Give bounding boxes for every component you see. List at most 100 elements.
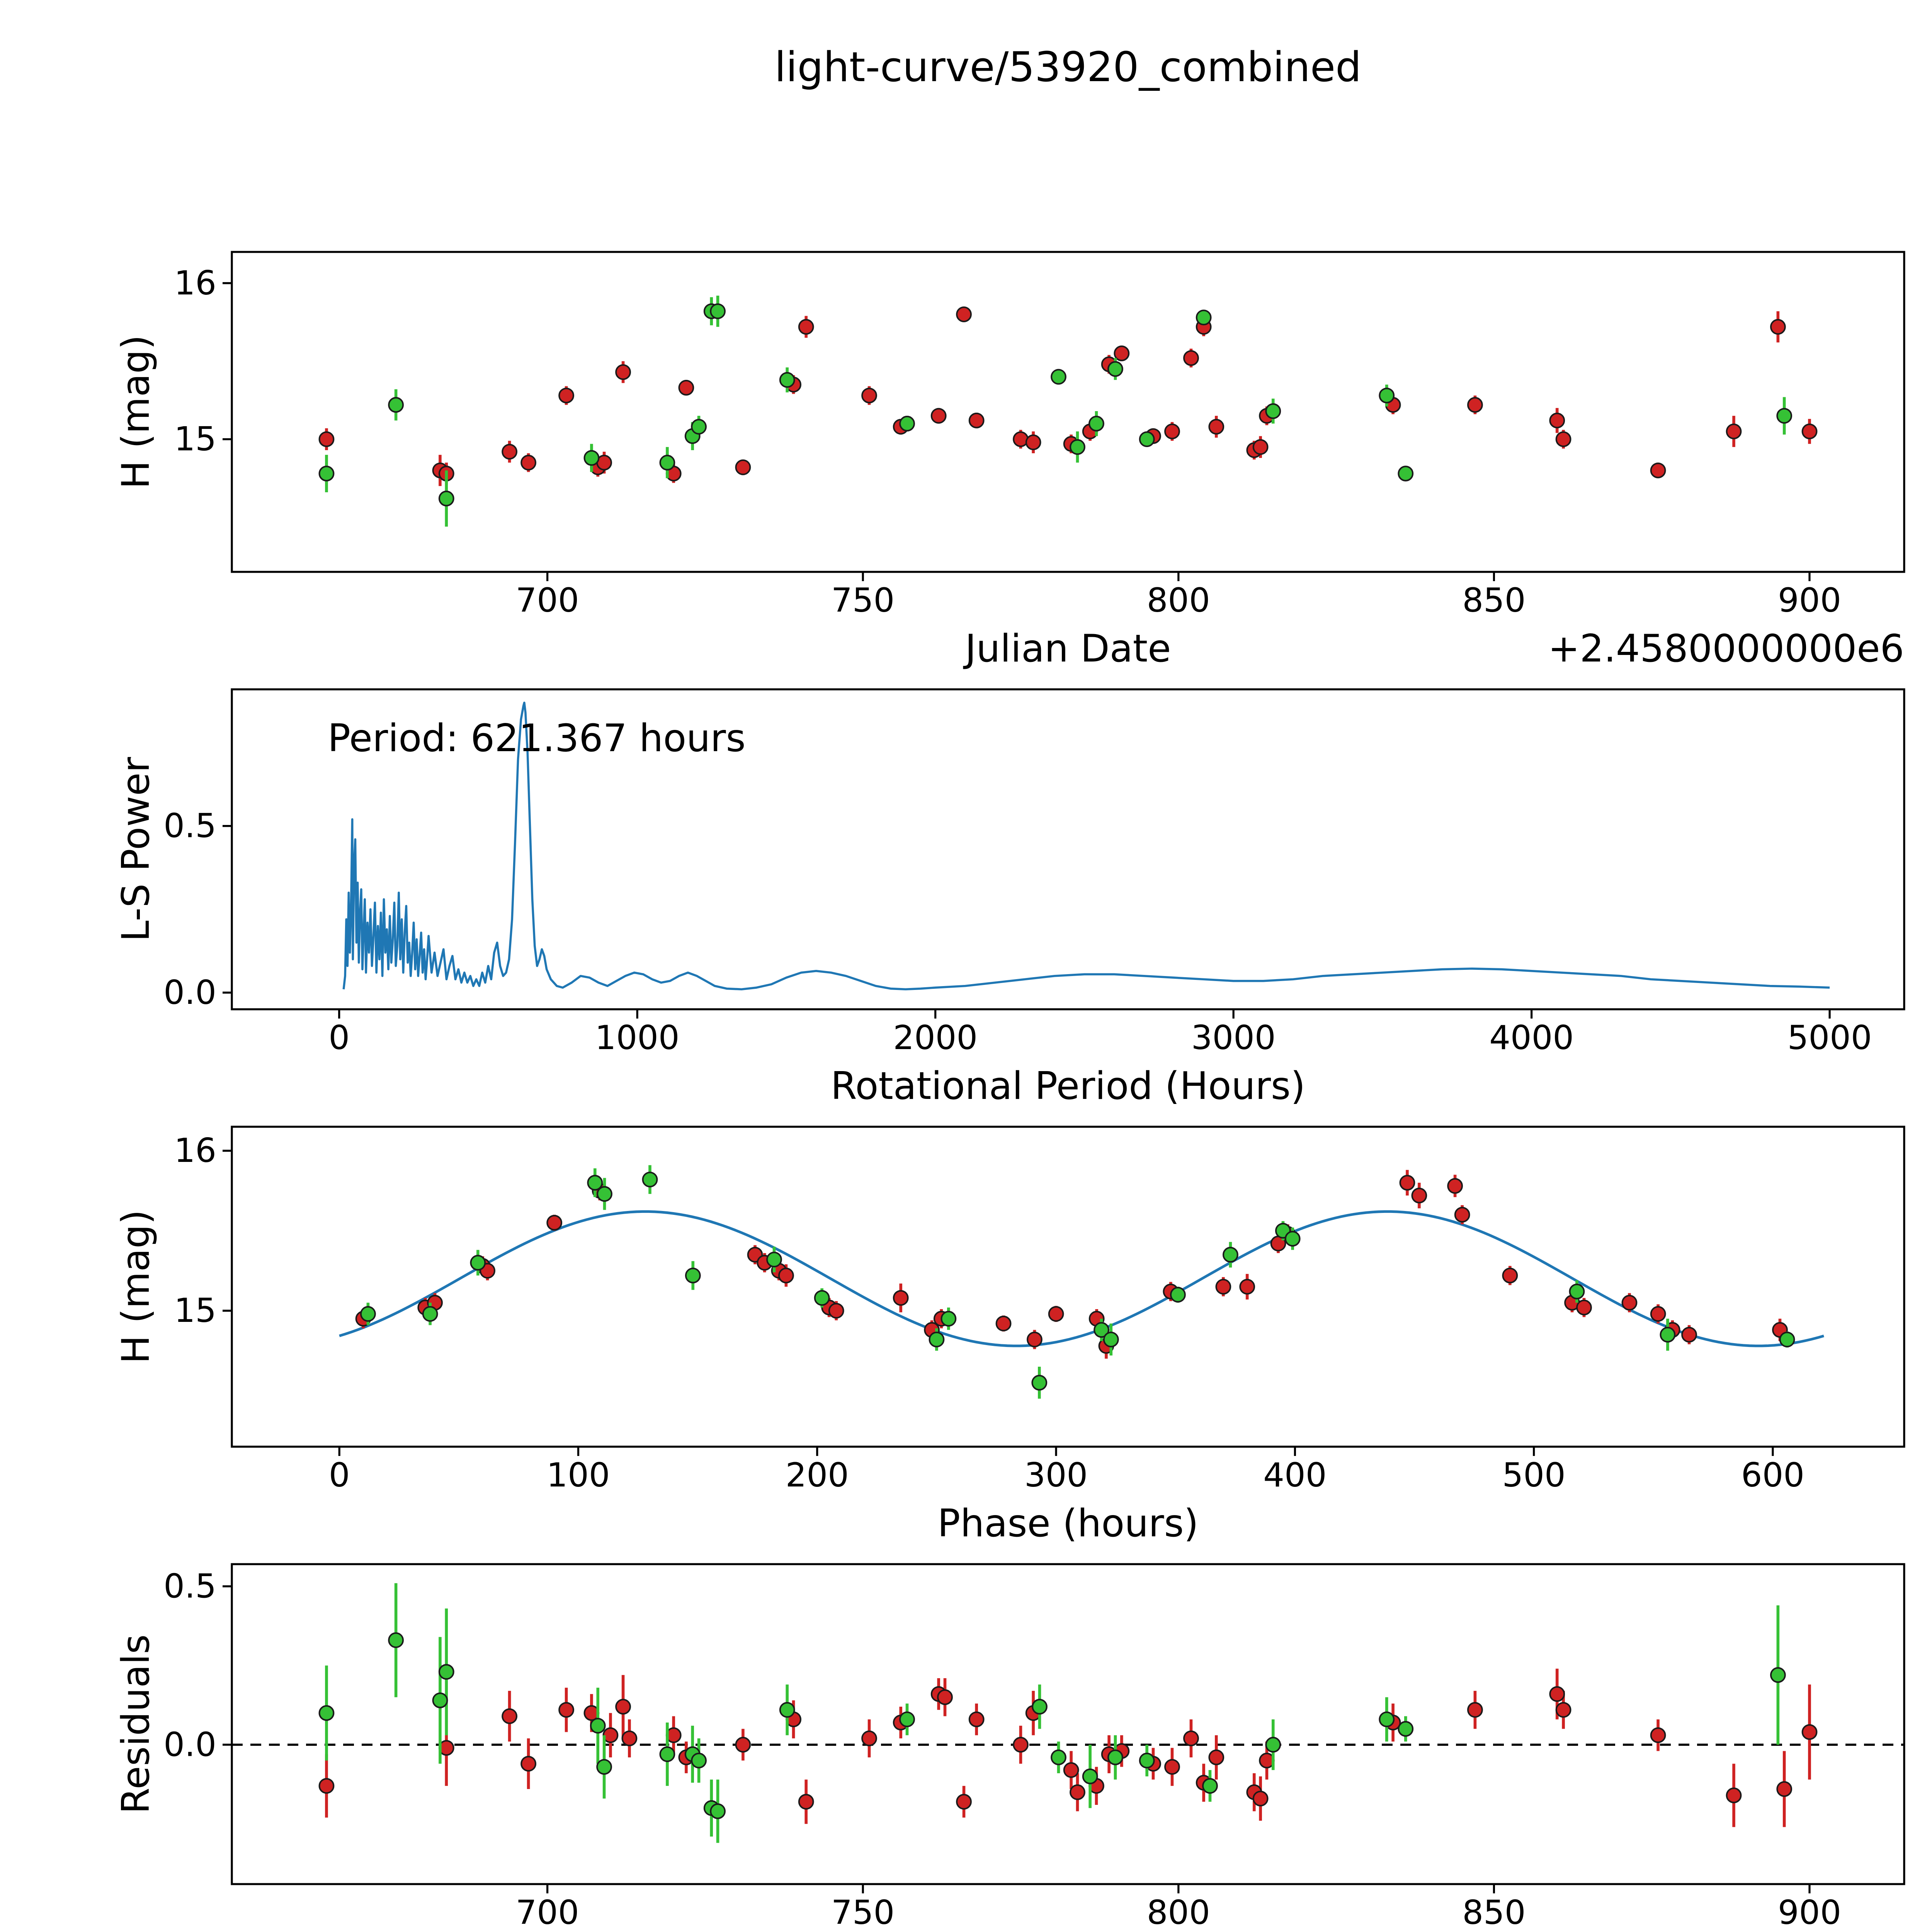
- data-point: [1051, 369, 1066, 385]
- axis-offset-text: +2.4580000000e6: [1548, 627, 1904, 671]
- data-point: [546, 1215, 563, 1231]
- data-point: [937, 1689, 953, 1705]
- y-tick-label: 0.5: [163, 807, 216, 845]
- data-point: [968, 412, 985, 429]
- data-point: [685, 1267, 701, 1284]
- data-point: [615, 1699, 631, 1715]
- data-point: [1164, 423, 1180, 439]
- data-point: [968, 1711, 985, 1728]
- data-point: [615, 364, 631, 380]
- x-tick-label: 700: [516, 581, 579, 620]
- x-tick-label: 850: [1462, 1893, 1526, 1932]
- data-point: [929, 1332, 945, 1348]
- data-point: [1776, 1781, 1793, 1797]
- x-tick-label: 200: [786, 1456, 849, 1495]
- data-point: [1801, 1724, 1818, 1740]
- data-point: [1063, 1762, 1079, 1778]
- x-tick-label: 3000: [1191, 1019, 1276, 1057]
- periodogram-panel: Period: 621.367 hours 0 1000 2000 3000 4000 50…: [114, 688, 1905, 1108]
- figure-title: light-curve/53920_combined: [774, 43, 1362, 91]
- data-point: [502, 444, 518, 460]
- x-tick-label: 800: [1147, 581, 1210, 620]
- data-point: [710, 303, 726, 319]
- y-axis-label: Residuals: [114, 1634, 158, 1814]
- data-point: [388, 397, 404, 413]
- red-errorbars: [362, 1170, 1782, 1359]
- data-point: [1265, 403, 1281, 419]
- x-tick-label: 2000: [893, 1019, 978, 1057]
- data-point: [1399, 1175, 1415, 1191]
- data-point: [642, 1172, 658, 1188]
- data-point: [1447, 1178, 1463, 1194]
- x-tick-label: 4000: [1489, 1019, 1574, 1057]
- red-points: [318, 306, 1818, 481]
- y-tick-label: 15: [174, 1291, 216, 1330]
- y-tick-label: 0.5: [163, 1567, 216, 1605]
- fit-curve: [339, 1210, 1824, 1347]
- y-tick-label: 16: [174, 1131, 216, 1170]
- data-point: [1107, 1749, 1123, 1765]
- data-point: [590, 1718, 606, 1734]
- data-point: [1398, 1721, 1414, 1737]
- data-point: [438, 1664, 454, 1680]
- data-point: [861, 388, 877, 403]
- data-point: [1032, 1699, 1048, 1715]
- data-point: [995, 1315, 1012, 1332]
- data-point: [1770, 319, 1786, 335]
- data-point: [597, 1186, 612, 1202]
- green-errorbars: [366, 1165, 1789, 1399]
- data-point: [1265, 1736, 1281, 1753]
- data-point: [1208, 1749, 1225, 1765]
- data-point: [432, 1692, 448, 1708]
- data-point: [360, 1306, 376, 1322]
- data-point: [1013, 1736, 1029, 1753]
- data-point: [1048, 1306, 1064, 1322]
- data-point: [814, 1290, 830, 1306]
- data-point: [1650, 1306, 1666, 1322]
- x-tick-label: 700: [516, 1893, 579, 1932]
- y-axis-label: L-S Power: [114, 757, 158, 942]
- data-point: [1215, 1279, 1231, 1295]
- data-point: [1082, 1768, 1098, 1784]
- data-point: [1555, 1702, 1571, 1718]
- data-point: [1070, 439, 1085, 455]
- x-axis-ticks: 0 100 200 300 400 500 600: [329, 1447, 1804, 1495]
- data-point: [318, 1778, 335, 1794]
- data-point: [1031, 1375, 1048, 1391]
- data-point: [1650, 463, 1666, 478]
- data-point: [1103, 1332, 1119, 1348]
- x-axis-label: Julian Date: [963, 627, 1171, 671]
- green-points: [318, 303, 1793, 507]
- axes-spines: [231, 1563, 1905, 1885]
- data-point: [1164, 1759, 1180, 1775]
- data-point: [1555, 431, 1571, 447]
- data-point: [899, 1711, 915, 1728]
- data-point: [558, 388, 574, 403]
- data-point: [1183, 1730, 1199, 1747]
- data-point: [1223, 1247, 1238, 1263]
- data-point: [1454, 1207, 1470, 1223]
- green-errorbars: [325, 296, 1786, 527]
- y-tick-label: 16: [174, 264, 216, 303]
- data-point: [1621, 1295, 1638, 1311]
- data-point: [1202, 1778, 1218, 1794]
- x-tick-label: 800: [1147, 1893, 1210, 1932]
- data-point: [520, 454, 537, 471]
- data-point: [1776, 408, 1793, 424]
- data-point: [318, 431, 335, 447]
- y-axis-ticks: 0.0 0.5: [163, 1567, 232, 1764]
- data-point: [1094, 1322, 1109, 1338]
- data-point: [318, 1705, 335, 1721]
- data-point: [621, 1730, 638, 1747]
- red-errorbars: [325, 1668, 1811, 1827]
- x-axis-label: Phase (hours): [937, 1502, 1199, 1546]
- red-points: [318, 1686, 1818, 1810]
- y-axis-ticks: 0.0 0.5: [163, 807, 232, 1012]
- data-point: [583, 450, 600, 466]
- data-point: [735, 1736, 751, 1753]
- red-points: [355, 1175, 1788, 1354]
